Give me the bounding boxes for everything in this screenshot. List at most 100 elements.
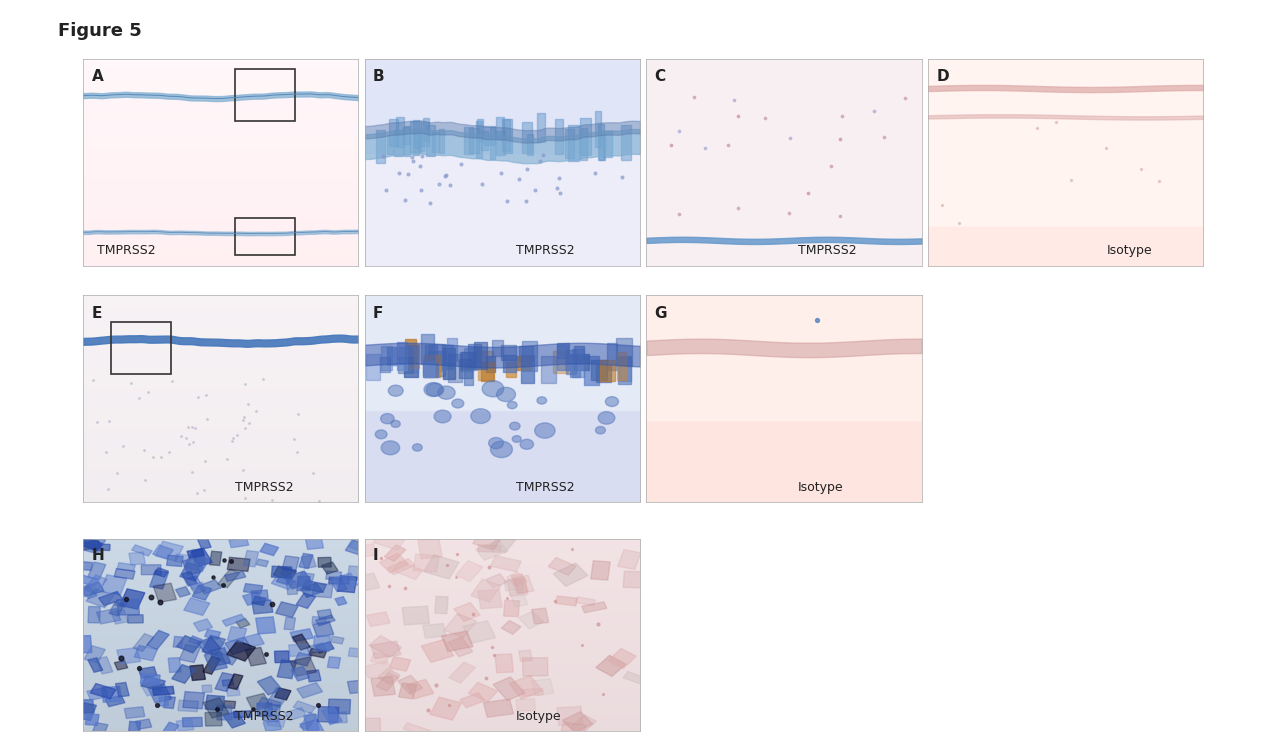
Bar [402, 606, 430, 625]
Point [797, 187, 818, 199]
Text: G: G [654, 306, 667, 320]
Bar [591, 360, 608, 380]
Bar [471, 579, 502, 602]
Bar [325, 571, 342, 580]
Bar [234, 218, 296, 255]
Bar [147, 684, 172, 703]
Point [212, 579, 233, 591]
Point [308, 699, 329, 711]
Bar [422, 364, 438, 377]
Point [669, 125, 690, 137]
Bar [521, 356, 535, 382]
Bar [284, 617, 296, 630]
Bar [317, 706, 339, 723]
Point [497, 593, 517, 604]
Bar [257, 676, 282, 695]
Bar [124, 707, 145, 718]
Bar [381, 345, 392, 370]
Point [403, 155, 424, 167]
Bar [202, 637, 229, 658]
Bar [328, 699, 351, 714]
Bar [424, 118, 429, 141]
Bar [362, 661, 393, 677]
Bar [429, 351, 444, 376]
Bar [252, 600, 273, 614]
Bar [616, 338, 632, 366]
Bar [490, 127, 495, 159]
Point [187, 391, 207, 403]
Bar [78, 535, 105, 554]
Bar [518, 650, 532, 661]
Point [517, 163, 538, 175]
Circle shape [520, 439, 534, 449]
Bar [376, 130, 385, 163]
Point [234, 492, 255, 504]
Bar [218, 569, 239, 587]
Point [133, 444, 154, 456]
Bar [175, 587, 191, 597]
Circle shape [424, 382, 443, 396]
Point [447, 548, 467, 559]
Bar [306, 643, 326, 654]
Bar [433, 132, 439, 152]
Bar [244, 633, 264, 647]
Point [780, 132, 800, 144]
Bar [357, 718, 380, 737]
Bar [315, 642, 334, 653]
Bar [581, 601, 607, 613]
Point [129, 392, 150, 404]
Point [178, 421, 198, 432]
Bar [256, 617, 275, 634]
Bar [371, 677, 396, 696]
Bar [557, 345, 568, 358]
Bar [118, 562, 136, 571]
Bar [476, 121, 481, 158]
Bar [430, 697, 462, 720]
Bar [186, 576, 206, 594]
Point [288, 408, 308, 420]
Point [370, 552, 390, 564]
Bar [370, 652, 389, 664]
Bar [77, 574, 99, 587]
Circle shape [471, 409, 490, 424]
Point [525, 184, 545, 196]
Bar [172, 665, 195, 683]
Bar [398, 675, 422, 694]
Bar [406, 680, 434, 699]
Point [417, 704, 438, 716]
Bar [291, 629, 314, 642]
Bar [366, 354, 380, 380]
Bar [251, 590, 269, 601]
Point [410, 159, 430, 171]
Bar [481, 131, 488, 150]
Circle shape [388, 385, 403, 396]
Bar [202, 656, 220, 675]
Point [532, 149, 553, 161]
Bar [503, 120, 512, 154]
Bar [419, 539, 442, 559]
Point [476, 672, 497, 684]
Bar [192, 585, 211, 600]
Point [547, 182, 567, 194]
Bar [591, 561, 611, 580]
Bar [96, 657, 113, 674]
Bar [229, 537, 248, 548]
Point [379, 580, 399, 592]
Bar [291, 657, 316, 676]
Point [223, 432, 243, 444]
Bar [347, 566, 365, 581]
Bar [425, 345, 436, 373]
Bar [297, 683, 323, 698]
Bar [205, 630, 220, 639]
Bar [86, 589, 114, 607]
Bar [477, 119, 483, 141]
Point [516, 195, 536, 207]
Point [684, 91, 704, 103]
Bar [585, 356, 599, 385]
Bar [187, 548, 205, 558]
Bar [183, 717, 202, 727]
Bar [234, 69, 296, 121]
Point [87, 416, 108, 428]
Bar [421, 122, 429, 145]
Bar [580, 128, 586, 159]
